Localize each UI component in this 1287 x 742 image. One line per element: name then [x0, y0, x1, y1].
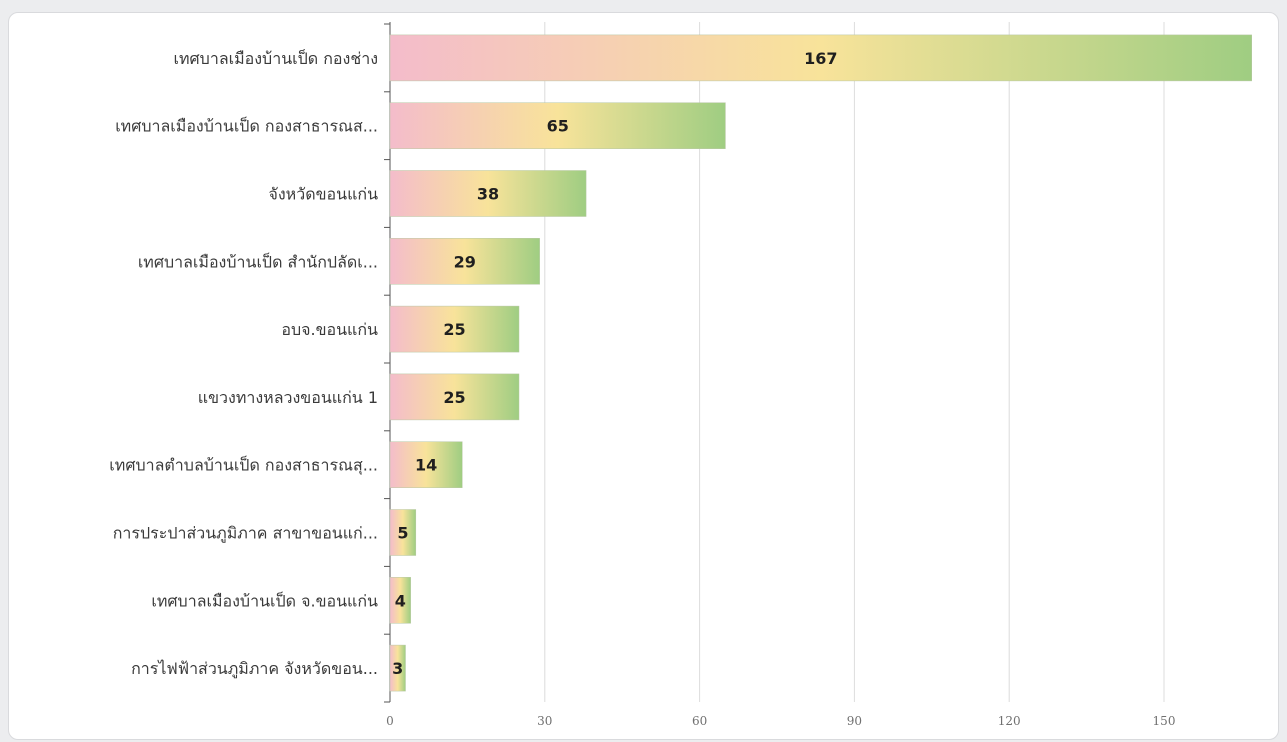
- data-label: 14: [415, 456, 437, 475]
- data-label: 4: [395, 591, 406, 610]
- bar: [389, 373, 520, 421]
- x-tick-label: 150: [1153, 714, 1176, 728]
- bar: [389, 34, 1252, 82]
- category-label: เทศบาลเมืองบ้านเป็ด กองสาธารณส...: [115, 116, 378, 136]
- data-label: 25: [443, 388, 465, 407]
- category-label: อบจ.ขอนแก่น: [281, 320, 378, 339]
- x-tick-label: 30: [537, 714, 552, 728]
- category-label: เทศบาลเมืองบ้านเป็ด จ.ขอนแก่น: [151, 590, 378, 610]
- data-label: 167: [804, 49, 837, 68]
- x-tick-label: 0: [386, 714, 394, 728]
- category-label: เทศบาลเมืองบ้านเป็ด กองช่าง: [174, 48, 379, 68]
- category-label: การประปาส่วนภูมิภาค สาขาขอนแก่...: [113, 524, 378, 544]
- bar: [389, 238, 540, 285]
- x-tick-label: 60: [692, 714, 707, 728]
- bar: [389, 305, 520, 353]
- x-tick-label: 90: [847, 714, 862, 728]
- data-label: 38: [477, 185, 499, 204]
- x-tick-label: 120: [998, 714, 1021, 728]
- bar: [389, 644, 406, 692]
- bar: [389, 170, 587, 217]
- data-label: 65: [547, 117, 569, 136]
- bar: [389, 577, 411, 624]
- data-label: 25: [443, 320, 465, 339]
- data-label: 5: [397, 524, 408, 543]
- bar: [389, 441, 463, 488]
- category-label: จังหวัดขอนแก่น: [268, 185, 378, 204]
- category-label: เทศบาลเมืองบ้านเป็ด สำนักปลัดเ...: [138, 251, 378, 271]
- category-label: การไฟฟ้าส่วนภูมิภาค จังหวัดขอน...: [131, 659, 378, 679]
- category-label: เทศบาลตำบลบ้านเป็ด กองสาธารณสุ...: [109, 455, 378, 476]
- category-label: แขวงทางหลวงขอนแก่น 1: [198, 388, 378, 407]
- bar: [389, 509, 417, 556]
- data-label: 29: [454, 252, 476, 271]
- data-label: 3: [392, 659, 403, 678]
- bar: [389, 102, 726, 149]
